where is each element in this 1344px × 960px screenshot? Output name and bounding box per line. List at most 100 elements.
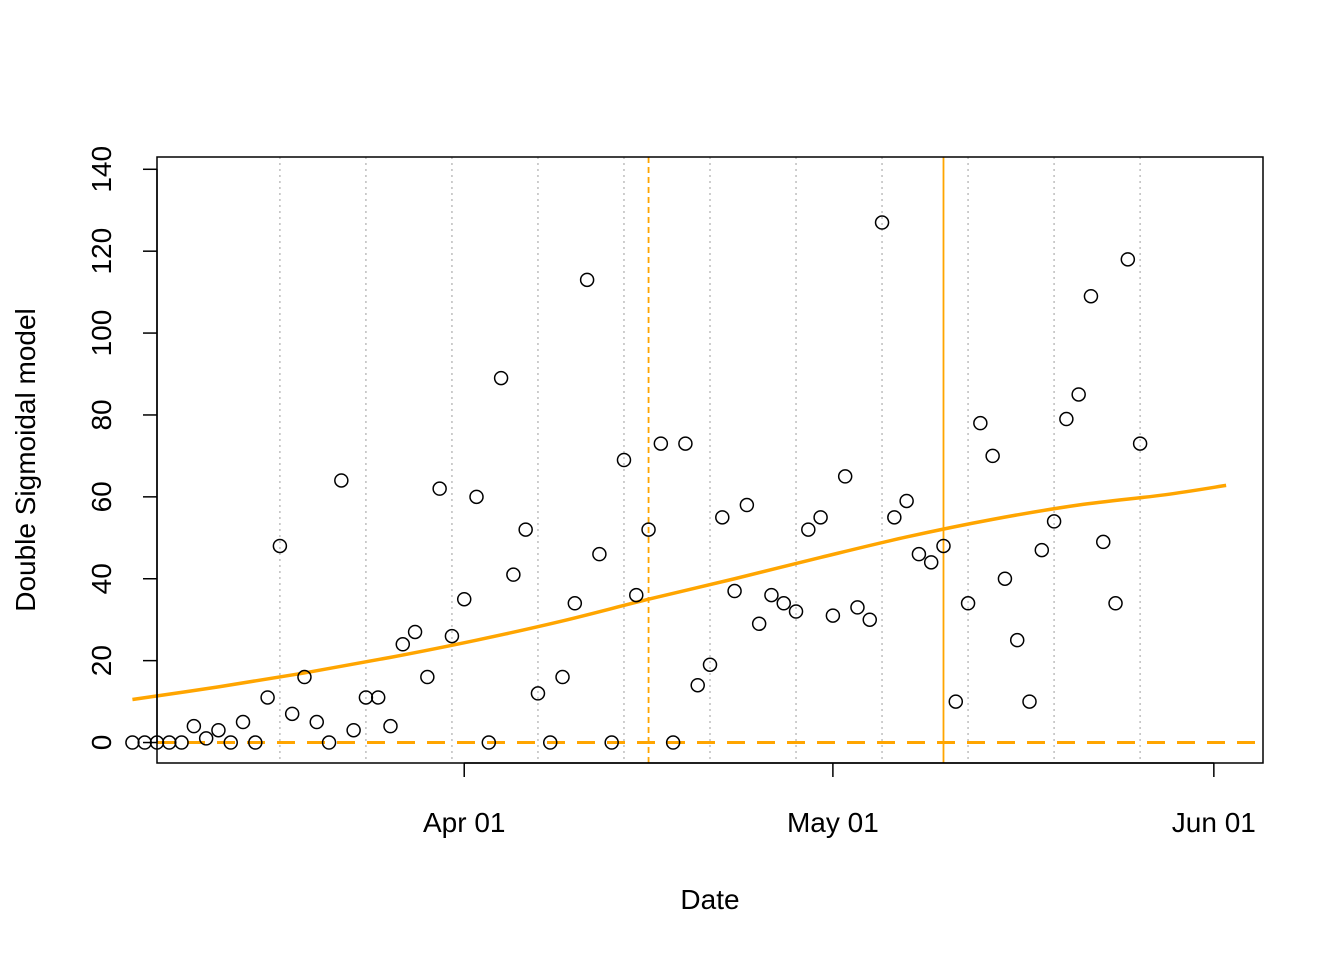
data-point-17 — [334, 473, 349, 488]
data-point-45 — [678, 436, 693, 451]
data-point-59 — [850, 600, 865, 615]
data-point-35 — [555, 669, 570, 685]
data-point-10 — [248, 735, 263, 750]
data-point-12 — [272, 538, 288, 554]
data-point-36 — [567, 596, 583, 611]
data-point-24 — [420, 669, 435, 685]
x-tick-label-1: May 01 — [787, 807, 879, 838]
data-point-32 — [518, 522, 533, 537]
data-point-70 — [985, 448, 1000, 464]
data-point-5 — [186, 718, 202, 734]
data-point-25 — [432, 481, 447, 496]
y-tick-label-7: 140 — [86, 146, 117, 193]
data-point-76 — [1059, 411, 1074, 427]
data-point-30 — [493, 370, 509, 386]
data-point-69 — [973, 415, 988, 431]
data-point-67 — [948, 694, 964, 709]
data-point-26 — [444, 628, 460, 644]
data-point-68 — [960, 596, 976, 611]
data-point-77 — [1071, 387, 1086, 402]
y-tick-label-3: 60 — [86, 481, 117, 512]
data-point-11 — [260, 690, 275, 705]
data-point-66 — [936, 538, 951, 554]
x-tick-label-0: Apr 01 — [423, 807, 506, 838]
data-point-34 — [542, 735, 558, 750]
data-point-43 — [653, 436, 669, 451]
data-point-52 — [764, 587, 779, 603]
data-point-80 — [1108, 596, 1123, 611]
y-tick-label-6: 120 — [86, 228, 117, 275]
data-point-54 — [788, 604, 804, 619]
data-point-82 — [1132, 436, 1148, 451]
data-point-73 — [1022, 694, 1037, 709]
data-point-28 — [469, 489, 484, 505]
data-point-63 — [899, 493, 914, 509]
y-tick-label-1: 20 — [86, 645, 117, 676]
data-point-16 — [321, 735, 337, 750]
fitted-curve — [132, 483, 1227, 702]
data-point-13 — [284, 706, 300, 722]
data-point-60 — [862, 612, 878, 627]
data-point-50 — [739, 497, 755, 513]
data-point-75 — [1046, 514, 1062, 529]
data-point-53 — [776, 596, 791, 611]
x-axis-title: Date — [680, 884, 739, 915]
data-point-41 — [629, 587, 644, 603]
data-point-23 — [407, 624, 423, 640]
y-axis: 0 20 40 60 80 100 120 140 — [86, 146, 158, 751]
data-point-37 — [579, 272, 595, 288]
data-point-47 — [702, 657, 718, 672]
x-axis: Apr 01 May 01 Jun 01 — [423, 762, 1256, 838]
data-point-18 — [346, 722, 361, 738]
data-point-14 — [297, 669, 312, 685]
data-point-0 — [125, 735, 140, 750]
data-point-79 — [1095, 534, 1111, 550]
data-point-57 — [825, 608, 841, 623]
data-point-71 — [997, 571, 1013, 586]
data-point-7 — [211, 722, 226, 738]
data-point-8 — [223, 735, 238, 750]
data-point-31 — [506, 567, 521, 582]
data-point-51 — [751, 616, 767, 632]
reference-lines — [157, 157, 1263, 763]
data-point-78 — [1083, 288, 1099, 304]
data-point-38 — [592, 546, 607, 562]
data-point-64 — [911, 546, 927, 562]
x-tick-label-2: Jun 01 — [1172, 807, 1256, 838]
data-point-56 — [813, 510, 828, 525]
data-point-6 — [198, 731, 214, 746]
data-point-48 — [715, 510, 730, 525]
data-point-46 — [690, 677, 705, 693]
data-points — [125, 215, 1148, 750]
data-point-22 — [395, 637, 411, 652]
data-point-42 — [641, 522, 656, 537]
data-point-49 — [727, 583, 742, 599]
data-point-65 — [923, 555, 939, 570]
y-tick-label-5: 100 — [86, 310, 117, 357]
data-point-62 — [887, 510, 902, 525]
data-point-27 — [456, 591, 472, 607]
y-tick-label-4: 80 — [86, 399, 117, 430]
y-axis-title: Double Sigmoidal model — [10, 308, 41, 612]
data-point-39 — [604, 735, 619, 750]
data-point-61 — [874, 215, 890, 230]
data-point-55 — [801, 522, 816, 537]
y-tick-label-0: 0 — [86, 735, 117, 751]
data-point-15 — [309, 714, 325, 730]
data-point-29 — [481, 735, 497, 750]
data-point-44 — [665, 735, 681, 750]
data-point-74 — [1034, 542, 1050, 558]
data-point-21 — [383, 718, 398, 734]
data-point-81 — [1120, 252, 1136, 267]
y-tick-label-2: 40 — [86, 563, 117, 594]
data-point-58 — [837, 469, 853, 484]
data-point-4 — [174, 735, 189, 750]
data-point-72 — [1009, 632, 1025, 648]
data-point-9 — [235, 714, 251, 730]
fitted-curve-line — [132, 483, 1227, 702]
grid-lines — [279, 157, 1141, 763]
data-point-20 — [370, 690, 386, 705]
data-point-40 — [616, 452, 632, 468]
